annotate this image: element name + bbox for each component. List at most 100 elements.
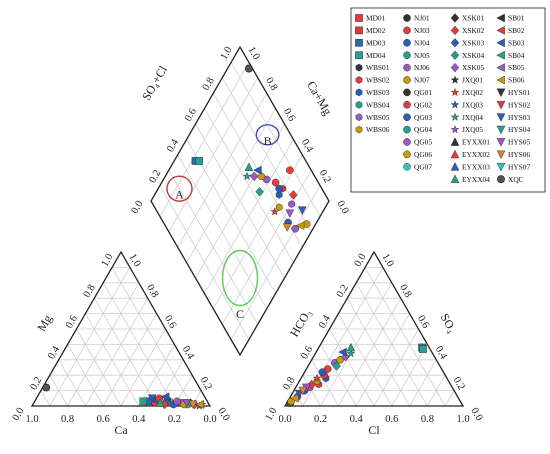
legend-label-md01: MD01 bbox=[366, 14, 386, 23]
legend-marker-sb05 bbox=[496, 63, 505, 72]
hco3-axis-label: HCO₃ bbox=[287, 307, 314, 340]
ca-axis-label: Ca bbox=[114, 423, 128, 437]
legend-marker-xsk05 bbox=[450, 62, 460, 73]
legend-marker-nj04 bbox=[403, 39, 411, 47]
point-qg06-anion bbox=[336, 355, 344, 364]
cation-gridline bbox=[58, 359, 86, 407]
legend-label-hys06: HYS06 bbox=[508, 150, 530, 159]
legend-label-md02: MD02 bbox=[366, 26, 386, 35]
cl-tick-label: 0.4 bbox=[350, 414, 364, 425]
legend-marker-hys01 bbox=[496, 88, 506, 98]
cation-gridline bbox=[67, 344, 104, 407]
point-sb03-anion bbox=[338, 347, 347, 357]
legend-label-hys02: HYS02 bbox=[508, 100, 530, 109]
legend-marker-md04 bbox=[355, 51, 363, 59]
legend-label-wbs06: WBS06 bbox=[366, 125, 390, 134]
point-wbs06-diamond bbox=[275, 203, 283, 211]
legend-label-xsk02: XSK02 bbox=[462, 26, 484, 35]
anion-gridline bbox=[320, 344, 357, 407]
anion-gridline bbox=[355, 282, 428, 407]
diamond-gridline bbox=[177, 92, 268, 248]
cation-gridline bbox=[40, 390, 51, 407]
so4-tick-label: 0.0 bbox=[468, 406, 484, 423]
legend-label-nj06: NJ06 bbox=[414, 63, 430, 72]
cation-gridline bbox=[49, 267, 131, 407]
legend-label-wbs01: WBS01 bbox=[366, 63, 390, 72]
diamond-gridline bbox=[204, 108, 294, 263]
legend-marker-xsk02 bbox=[450, 25, 460, 36]
legend-marker-jxq04 bbox=[450, 112, 460, 121]
cl-tick-label: 0.8 bbox=[421, 414, 434, 425]
legend-marker-wbs02 bbox=[355, 76, 363, 84]
point-eyxx04-anion bbox=[346, 342, 356, 352]
anion-gridline bbox=[346, 297, 410, 407]
point-md04-cation bbox=[139, 397, 148, 406]
zone-a-ellipse bbox=[166, 175, 193, 202]
diamond-outline bbox=[150, 45, 330, 357]
point-jxq04-anion bbox=[346, 349, 356, 358]
cation-gridline bbox=[111, 267, 193, 407]
legend-marker-eyxx04 bbox=[450, 174, 460, 184]
legend-label-jxq03: JXQ03 bbox=[462, 100, 483, 109]
diamond-gridline bbox=[230, 62, 321, 217]
legend-label-wbs04: WBS04 bbox=[366, 100, 390, 109]
point-xsk04-diamond bbox=[255, 187, 264, 197]
point-md04-anion bbox=[419, 345, 427, 353]
cation-triangle-outline bbox=[30, 250, 212, 407]
legend-marker-eyxx03 bbox=[450, 162, 460, 171]
legend-marker-nj01 bbox=[403, 14, 411, 22]
legend-label-wbs03: WBS03 bbox=[366, 88, 390, 97]
legend-marker-jxq01 bbox=[450, 75, 460, 84]
legend-label-qg05: QG05 bbox=[414, 138, 432, 147]
anion-gridline bbox=[364, 267, 446, 407]
cation-gridline bbox=[120, 328, 166, 407]
point-jxq04-diamond bbox=[242, 171, 252, 181]
legend-label-xsk01: XSK01 bbox=[462, 14, 484, 23]
legend-label-nj03: NJ03 bbox=[414, 26, 430, 35]
cation-gridline bbox=[49, 374, 68, 407]
diamond-gridline bbox=[221, 77, 312, 233]
legend-marker-wbs03 bbox=[355, 88, 363, 97]
legend-marker-xqc bbox=[497, 175, 505, 184]
diamond-gridline bbox=[168, 77, 259, 233]
legend-marker-qg04 bbox=[403, 125, 411, 134]
legend-marker-hys06 bbox=[496, 150, 506, 160]
zone-a-label: A bbox=[175, 188, 184, 202]
legend-marker-qg07 bbox=[403, 162, 411, 171]
legend-label-md04: MD04 bbox=[366, 51, 386, 60]
legend-marker-qg06 bbox=[403, 150, 411, 159]
zone-b-ellipse bbox=[255, 124, 280, 146]
point-qg03-diamond bbox=[275, 184, 283, 193]
legend-layer: MD01 MD02 MD03 MD04 WBS01 WBS02 WBS03 WBS04 WBS0… bbox=[350, 7, 546, 193]
legend-label-nj05: NJ05 bbox=[414, 51, 430, 60]
point-eyxx04-diamond bbox=[244, 162, 254, 171]
point-wbs03-diamond bbox=[275, 191, 283, 199]
legend-marker-qg01 bbox=[403, 88, 411, 97]
legend-marker-wbs04 bbox=[355, 100, 363, 109]
point-hys05-diamond bbox=[285, 209, 295, 218]
legend-label-hys05: HYS05 bbox=[508, 138, 530, 147]
legend-marker-jxq02 bbox=[450, 87, 460, 97]
legend-marker-sb06 bbox=[496, 75, 505, 85]
cation-gridline bbox=[85, 313, 140, 407]
legend-marker-md03 bbox=[355, 39, 363, 47]
mg-axis-label: Mg bbox=[34, 312, 54, 333]
point-xsk04-anion bbox=[332, 361, 341, 371]
legend-marker-jxq05 bbox=[450, 125, 460, 134]
legend-label-nj01: NJ01 bbox=[414, 14, 430, 23]
anion-gridline bbox=[311, 359, 339, 407]
legend-label-wbs02: WBS02 bbox=[366, 76, 390, 85]
point-sb03-cation bbox=[160, 392, 170, 402]
legend-label-wbs05: WBS05 bbox=[366, 113, 390, 122]
ca-tick-label: 0.8 bbox=[61, 414, 74, 425]
points-layer bbox=[42, 64, 427, 410]
cl-tick-label: 0.6 bbox=[385, 414, 398, 425]
legend-marker-qg03 bbox=[403, 113, 411, 121]
point-qg05-cation bbox=[173, 397, 181, 406]
legend-label-qg06: QG06 bbox=[414, 150, 432, 159]
point-wbs05-diamond bbox=[288, 200, 295, 208]
legend-label-hys01: HYS01 bbox=[508, 88, 530, 97]
legend-label-eyxx01: EYXX01 bbox=[462, 138, 490, 147]
